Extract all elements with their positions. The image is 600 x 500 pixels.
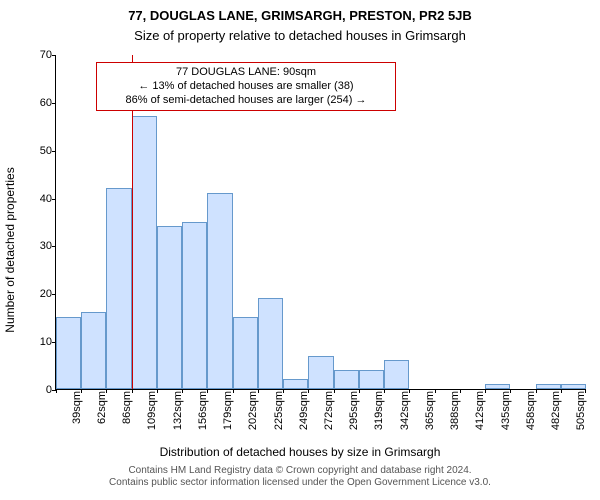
histogram-bar (56, 317, 81, 389)
info-box: 77 DOUGLAS LANE: 90sqm ← 13% of detached… (96, 62, 396, 111)
histogram-bar (334, 370, 359, 389)
info-box-line-3: 86% of semi-detached houses are larger (… (103, 94, 389, 108)
x-tick-label: 505sqm (573, 391, 587, 430)
histogram-bar (536, 384, 561, 389)
x-tick-label: 132sqm (170, 391, 184, 430)
x-tick-label: 249sqm (296, 391, 310, 430)
histogram-bar (258, 298, 283, 389)
x-tick-label: 482sqm (548, 391, 562, 430)
footer-text: Contains HM Land Registry data © Crown c… (0, 465, 600, 489)
histogram-bar (207, 193, 232, 389)
page-subtitle: Size of property relative to detached ho… (0, 28, 600, 43)
y-tick-label: 0 (46, 384, 52, 396)
y-tick-label: 40 (40, 193, 52, 205)
x-axis-label: Distribution of detached houses by size … (0, 445, 600, 459)
y-axis-label: Number of detached properties (3, 167, 17, 332)
x-tick-label: 225sqm (271, 391, 285, 430)
x-tick-label: 86sqm (119, 391, 133, 424)
y-tick-label: 50 (40, 145, 52, 157)
x-tick-label: 458sqm (523, 391, 537, 430)
x-tick-label: 319sqm (371, 391, 385, 430)
footer-line-2: Contains public sector information licen… (0, 477, 600, 489)
x-tick-label: 388sqm (447, 391, 461, 430)
histogram-bar (485, 384, 510, 389)
histogram-bar (106, 188, 131, 389)
histogram-bar (132, 116, 157, 389)
y-tick-label: 10 (40, 336, 52, 348)
x-tick-label: 435sqm (498, 391, 512, 430)
info-box-line-1: 77 DOUGLAS LANE: 90sqm (103, 66, 389, 80)
info-box-line-2: ← 13% of detached houses are smaller (38… (103, 80, 389, 94)
x-tick-label: 295sqm (346, 391, 360, 430)
histogram-bar (233, 317, 258, 389)
histogram-bar (81, 312, 106, 389)
histogram-bar (384, 360, 409, 389)
x-tick-label: 202sqm (245, 391, 259, 430)
x-tick-label: 62sqm (94, 391, 108, 424)
histogram-bar (182, 222, 207, 390)
histogram-bar (359, 370, 384, 389)
histogram-bar (308, 356, 333, 390)
histogram-bar (283, 379, 308, 389)
histogram-bar (157, 226, 182, 389)
y-tick-label: 70 (40, 49, 52, 61)
x-tick-label: 109sqm (144, 391, 158, 430)
y-tick-label: 60 (40, 97, 52, 109)
y-tick-label: 20 (40, 288, 52, 300)
x-tick-label: 39sqm (69, 391, 83, 424)
x-tick-label: 342sqm (397, 391, 411, 430)
x-tick-label: 272sqm (321, 391, 335, 430)
x-tick-label: 156sqm (195, 391, 209, 430)
x-tick-label: 412sqm (472, 391, 486, 430)
x-tick-label: 179sqm (220, 391, 234, 430)
footer-line-1: Contains HM Land Registry data © Crown c… (0, 465, 600, 477)
x-tick-label: 365sqm (422, 391, 436, 430)
y-tick-label: 30 (40, 240, 52, 252)
page-title: 77, DOUGLAS LANE, GRIMSARGH, PRESTON, PR… (0, 8, 600, 23)
histogram-bar (561, 384, 586, 389)
